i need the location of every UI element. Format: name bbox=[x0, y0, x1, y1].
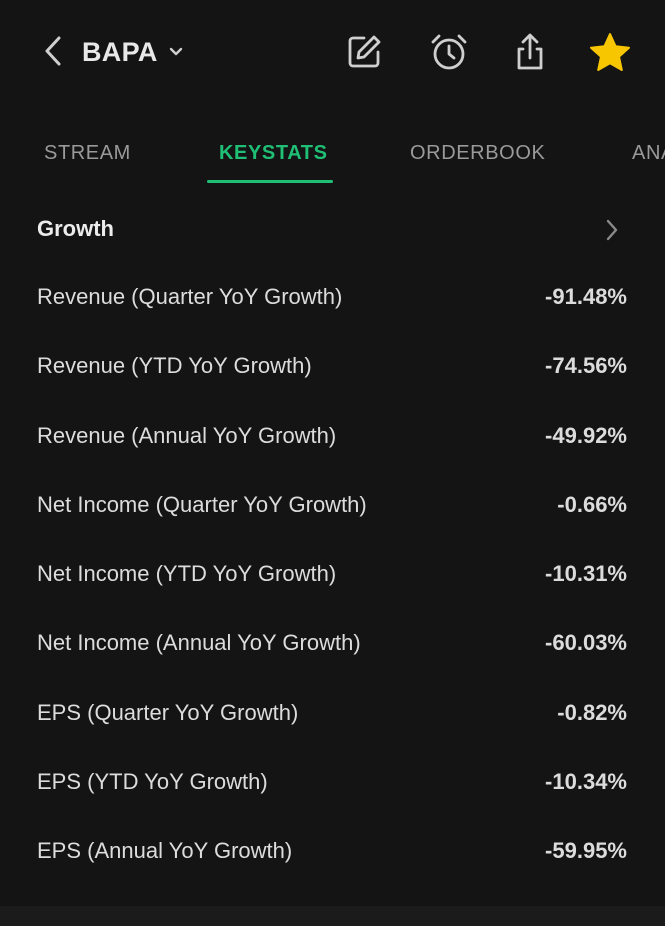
list-item: Net Income (Annual YoY Growth) -60.03% bbox=[0, 610, 665, 679]
list-item: Revenue (Quarter YoY Growth) -91.48% bbox=[0, 264, 665, 333]
watchlist-button[interactable] bbox=[589, 31, 631, 73]
top-bar: BAPA bbox=[0, 0, 665, 105]
growth-stats-list: Revenue (Quarter YoY Growth) -91.48% Rev… bbox=[0, 264, 665, 888]
chevron-right-icon bbox=[602, 217, 622, 243]
tab-analysis[interactable]: ANA bbox=[632, 142, 665, 164]
list-item: EPS (Quarter YoY Growth) -0.82% bbox=[0, 680, 665, 749]
stat-label: EPS (YTD YoY Growth) bbox=[37, 769, 268, 795]
ticker-selector[interactable]: BAPA bbox=[82, 34, 184, 70]
stat-value: -49.92% bbox=[545, 422, 627, 448]
edit-button[interactable] bbox=[343, 31, 385, 73]
list-item: Net Income (Quarter YoY Growth) -0.66% bbox=[0, 472, 665, 541]
list-item: EPS (YTD YoY Growth) -10.34% bbox=[0, 749, 665, 818]
stat-label: Revenue (YTD YoY Growth) bbox=[37, 353, 312, 379]
stat-value: -60.03% bbox=[545, 630, 627, 656]
stat-value: -10.34% bbox=[545, 769, 627, 795]
stat-value: -74.56% bbox=[545, 353, 627, 379]
stat-label: Net Income (YTD YoY Growth) bbox=[37, 561, 337, 587]
list-item: Revenue (YTD YoY Growth) -74.56% bbox=[0, 333, 665, 402]
chevron-left-icon bbox=[42, 34, 64, 73]
active-tab-indicator bbox=[207, 180, 333, 183]
alarm-button[interactable] bbox=[428, 31, 470, 73]
stat-label: Net Income (Quarter YoY Growth) bbox=[37, 491, 367, 517]
stat-label: EPS (Quarter YoY Growth) bbox=[37, 699, 299, 725]
tab-keystats[interactable]: KEYSTATS bbox=[219, 142, 328, 164]
growth-section-header[interactable]: Growth bbox=[0, 200, 665, 258]
section-title: Growth bbox=[37, 216, 114, 241]
ticker-symbol: BAPA bbox=[82, 36, 158, 67]
star-icon bbox=[588, 31, 632, 73]
tab-bar: STREAM KEYSTATS ORDERBOOK ANA bbox=[0, 130, 665, 186]
stat-value: -0.82% bbox=[557, 699, 627, 725]
stat-label: Revenue (Quarter YoY Growth) bbox=[37, 284, 343, 309]
list-item: EPS (Annual YoY Growth) -59.95% bbox=[0, 818, 665, 887]
tab-stream[interactable]: STREAM bbox=[44, 142, 131, 164]
share-button[interactable] bbox=[509, 31, 551, 73]
stat-label: Revenue (Annual YoY Growth) bbox=[37, 422, 337, 448]
tab-orderbook[interactable]: ORDERBOOK bbox=[410, 142, 546, 164]
stat-value: -10.31% bbox=[545, 561, 627, 587]
stat-label: EPS (Annual YoY Growth) bbox=[37, 838, 293, 864]
stat-value: -91.48% bbox=[545, 284, 627, 309]
bottom-divider bbox=[0, 906, 665, 926]
chevron-down-icon bbox=[168, 44, 184, 60]
stat-value: -0.66% bbox=[557, 491, 627, 517]
alarm-icon bbox=[428, 31, 470, 73]
edit-icon bbox=[344, 32, 384, 72]
share-icon bbox=[510, 31, 550, 73]
list-item: Net Income (YTD YoY Growth) -10.31% bbox=[0, 541, 665, 610]
stat-value: -59.95% bbox=[545, 838, 627, 864]
stat-label: Net Income (Annual YoY Growth) bbox=[37, 630, 361, 656]
back-button[interactable] bbox=[36, 34, 70, 72]
list-item: Revenue (Annual YoY Growth) -49.92% bbox=[0, 403, 665, 472]
